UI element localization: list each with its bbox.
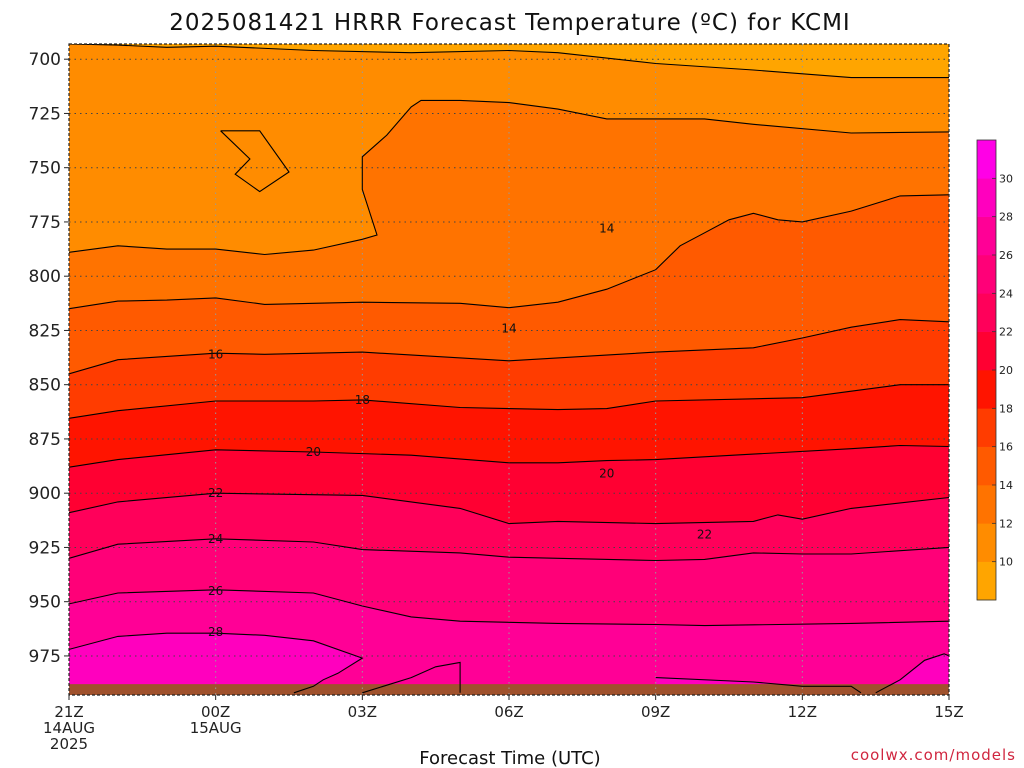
contour-label: 14: [501, 321, 516, 335]
contour-label: 14: [599, 221, 614, 235]
x-tick-label: 21Z: [54, 703, 83, 721]
colorbar-swatch: [977, 370, 996, 409]
colorbar-tick-label: 28: [999, 211, 1013, 224]
ground-surface: [69, 684, 949, 695]
contour-label: 18: [355, 393, 370, 407]
contour-26-10: [362, 661, 461, 694]
colorbar-tick-label: 12: [999, 517, 1013, 530]
y-tick-label: 700: [29, 50, 61, 70]
contour-label: 22: [697, 527, 712, 541]
y-tick-label: 975: [29, 647, 61, 667]
contour-16-3: [69, 319, 949, 375]
y-tick-label: 900: [29, 484, 61, 504]
pocket-fill-3: [220, 130, 289, 192]
colorbar-swatch: [977, 178, 996, 217]
x-tick-label: 12Z: [788, 703, 817, 721]
x-tick-label: 14AUG: [43, 719, 95, 737]
contour-lines: [69, 44, 949, 694]
colorbar-tick-label: 16: [999, 441, 1013, 454]
y-tick-label: 725: [29, 104, 61, 124]
colorbar-tick-label: 22: [999, 326, 1013, 339]
colorbar-swatch: [977, 293, 996, 332]
credit-text: coolwx.com/models: [851, 746, 1016, 764]
y-tick-label: 925: [29, 538, 61, 558]
colorbar-tick-label: 30: [999, 172, 1013, 185]
y-tick-label: 875: [29, 430, 61, 450]
x-tick-label: 15AUG: [190, 719, 242, 737]
y-tick-label: 800: [29, 267, 61, 287]
contour-28-11: [655, 677, 862, 694]
y-tick-label: 775: [29, 213, 61, 233]
contour-24-7: [69, 538, 949, 562]
x-tick-label: 2025: [50, 735, 88, 753]
y-tick-label: 750: [29, 159, 61, 179]
colorbar-swatch: [977, 561, 996, 601]
contour-20-5: [69, 444, 949, 468]
contour-14-13: [220, 130, 290, 193]
colorbar-swatch: [977, 255, 996, 294]
colorbar-tick-label: 20: [999, 364, 1013, 377]
contour-26-8: [69, 589, 949, 627]
y-tick-label: 825: [29, 321, 61, 341]
x-tick-label: 03Z: [348, 703, 377, 721]
contour-label: 20: [599, 467, 614, 481]
x-tick-label: 00Z: [201, 703, 230, 721]
colorbar-tick-label: 18: [999, 402, 1013, 415]
contour-10-0: [69, 44, 949, 79]
x-tick-label: 06Z: [494, 703, 523, 721]
colorbar-tick-label: 10: [999, 556, 1013, 569]
y-tick-label: 950: [29, 593, 61, 613]
contour-labels: 14 16 18 20 22 24 26 28 14 20 22: [208, 221, 712, 639]
contour-label: 28: [208, 625, 223, 639]
x-tick-label: 09Z: [641, 703, 670, 721]
contour-label: 20: [306, 445, 321, 459]
colorbar-swatch: [977, 216, 996, 256]
grid-lines: [69, 44, 949, 695]
contour-14-2: [69, 194, 949, 310]
contour-22-6: [69, 492, 949, 525]
colorbar: 10 12 14 16 18 20 22 24 26 28 30: [976, 139, 1013, 601]
colorbar-swatch: [977, 446, 996, 486]
x-tick-label: 15Z: [934, 703, 963, 721]
y-axis: 700 725 750 775 800 825 850 875 900 925 950 975: [29, 50, 69, 667]
contour-28-12: [875, 653, 949, 694]
contour-label: 24: [208, 532, 223, 546]
contour-label: 16: [208, 347, 223, 361]
chart-title: 2025081421 HRRR Forecast Temperature (ºC…: [169, 10, 850, 36]
colorbar-swatch: [977, 331, 996, 371]
x-axis-label: Forecast Time (UTC): [419, 748, 600, 768]
colorbar-swatch: [977, 485, 996, 524]
fill-bands: [69, 44, 949, 695]
contour-label: 22: [208, 486, 223, 500]
colorbar-tick-label: 24: [999, 287, 1013, 300]
colorbar-tick-label: 14: [999, 479, 1013, 492]
contour-28-9: [69, 632, 364, 694]
colorbar-tick-label: 26: [999, 249, 1013, 262]
contour-label: 26: [208, 584, 223, 598]
colorbar-swatch: [977, 140, 996, 179]
y-tick-label: 850: [29, 376, 61, 396]
colorbar-swatch: [977, 523, 996, 562]
band-fill-28: [69, 633, 949, 695]
colorbar-swatch: [977, 408, 996, 447]
contour-18-4: [69, 384, 949, 419]
contour-12-1: [69, 99, 949, 256]
ground-band: [69, 684, 949, 695]
